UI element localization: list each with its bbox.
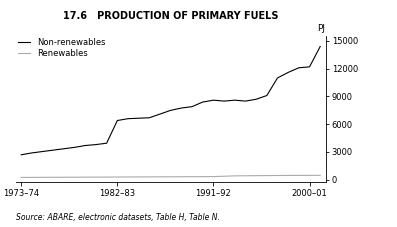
Non-renewables	[200, 101, 205, 103]
Renewables	[158, 175, 162, 178]
Non-renewables	[158, 113, 162, 115]
Text: Source: ABARE, electronic datasets, Table H, Table N.: Source: ABARE, electronic datasets, Tabl…	[16, 213, 220, 222]
Renewables	[275, 174, 280, 177]
Non-renewables	[147, 116, 152, 119]
Non-renewables	[168, 109, 173, 112]
Non-renewables	[243, 100, 248, 102]
Non-renewables	[297, 67, 301, 69]
Line: Renewables: Renewables	[21, 175, 320, 178]
Non-renewables	[83, 144, 88, 147]
Renewables	[232, 175, 237, 177]
Line: Non-renewables: Non-renewables	[21, 47, 320, 155]
Renewables	[168, 175, 173, 178]
Renewables	[51, 176, 56, 179]
Renewables	[83, 176, 88, 178]
Renewables	[136, 175, 141, 178]
Renewables	[200, 175, 205, 178]
Renewables	[243, 174, 248, 177]
Renewables	[115, 176, 120, 178]
Non-renewables	[62, 147, 66, 150]
Text: PJ: PJ	[318, 25, 326, 33]
Non-renewables	[179, 107, 184, 109]
Renewables	[72, 176, 77, 179]
Non-renewables	[307, 66, 312, 68]
Renewables	[147, 175, 152, 178]
Non-renewables	[40, 150, 45, 153]
Non-renewables	[318, 45, 323, 48]
Non-renewables	[51, 149, 56, 151]
Renewables	[286, 174, 291, 177]
Non-renewables	[94, 143, 98, 146]
Renewables	[62, 176, 66, 179]
Non-renewables	[136, 117, 141, 120]
Renewables	[211, 175, 216, 178]
Non-renewables	[72, 146, 77, 149]
Non-renewables	[232, 99, 237, 101]
Legend: Non-renewables, Renewables: Non-renewables, Renewables	[16, 36, 107, 59]
Text: 17.6   PRODUCTION OF PRIMARY FUELS: 17.6 PRODUCTION OF PRIMARY FUELS	[63, 11, 278, 21]
Renewables	[190, 175, 195, 178]
Renewables	[19, 176, 23, 179]
Non-renewables	[104, 142, 109, 145]
Non-renewables	[29, 152, 34, 154]
Non-renewables	[254, 98, 258, 101]
Non-renewables	[190, 105, 195, 108]
Renewables	[307, 174, 312, 177]
Non-renewables	[19, 153, 23, 156]
Renewables	[179, 175, 184, 178]
Renewables	[104, 176, 109, 178]
Non-renewables	[115, 119, 120, 122]
Renewables	[254, 174, 258, 177]
Renewables	[222, 175, 226, 178]
Non-renewables	[222, 100, 226, 102]
Renewables	[264, 174, 269, 177]
Renewables	[40, 176, 45, 179]
Renewables	[318, 174, 323, 177]
Non-renewables	[264, 94, 269, 97]
Non-renewables	[286, 71, 291, 74]
Renewables	[297, 174, 301, 177]
Non-renewables	[211, 99, 216, 101]
Renewables	[125, 176, 130, 178]
Renewables	[29, 176, 34, 179]
Non-renewables	[125, 117, 130, 120]
Renewables	[94, 176, 98, 178]
Non-renewables	[275, 76, 280, 79]
